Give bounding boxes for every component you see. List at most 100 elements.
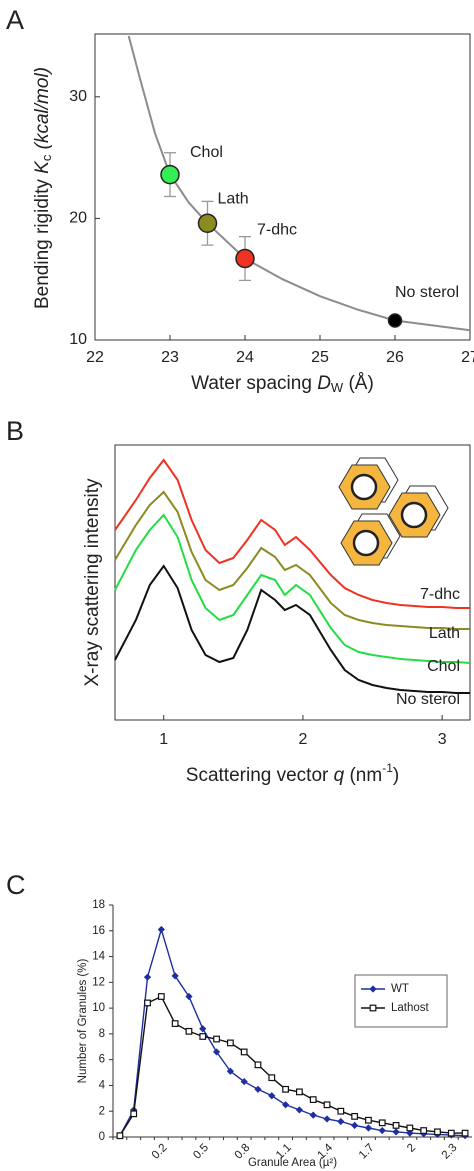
x-tick-label: 1.7 [357, 1142, 377, 1162]
axis-title-part: (nm [344, 765, 382, 786]
marker [351, 1121, 359, 1129]
x-tick-label: 27 [461, 349, 474, 366]
marker [296, 1088, 303, 1096]
y-tick-label: 0 [99, 1131, 105, 1143]
x-tick-label: 26 [386, 349, 404, 366]
marker [157, 925, 165, 934]
plot-frame [114, 444, 471, 721]
marker [365, 1116, 372, 1124]
marker [171, 972, 179, 980]
legend-label: WT [391, 983, 409, 995]
axis-title: Scattering vector q (nm-1) [186, 761, 399, 786]
marker [157, 993, 165, 1000]
point-label: No sterol [395, 284, 459, 301]
y-tick-label: 2 [99, 1105, 105, 1117]
marker [364, 1124, 373, 1132]
marker [268, 1092, 276, 1100]
marker [295, 1106, 304, 1114]
y-tick-label: 10 [92, 1002, 105, 1014]
x-tick-label: 2.3 [440, 1142, 460, 1162]
y-tick-label: 20 [69, 210, 87, 227]
x-tick-label: 25 [311, 349, 329, 366]
marker [369, 985, 377, 993]
marker [254, 1085, 262, 1093]
marker [378, 1126, 386, 1135]
axis-title-part: ) [393, 765, 399, 786]
y-tick-label: 6 [99, 1054, 105, 1066]
series-label: No sterol [396, 691, 460, 708]
point [197, 213, 218, 234]
marker [434, 1128, 441, 1136]
axis-title-part: q [334, 765, 345, 786]
axis-title: Granule Area (µ²) [248, 1157, 337, 1169]
legend: WT Lathost [354, 974, 448, 1028]
axis-title: Water spacing DW (Å) [191, 373, 374, 395]
x-tick-label: 2 [298, 731, 307, 748]
axis-title-part: Bending rigidity [32, 174, 53, 309]
marker [144, 999, 151, 1007]
x-tick-label: 0.5 [191, 1142, 211, 1162]
marker [323, 1115, 331, 1123]
marker [185, 992, 193, 1001]
y-tick-label: 18 [92, 899, 105, 911]
marker [185, 1027, 193, 1035]
series-label: Chol [427, 658, 460, 675]
axis-title: Number of Granules (%) [77, 959, 89, 1084]
marker [447, 1129, 455, 1137]
x-tick-label: 24 [236, 349, 254, 366]
axis-title-part: (kcal/mol) [32, 67, 53, 155]
marker [282, 1085, 289, 1093]
legend-label: Lathost [391, 1002, 430, 1014]
inset-illustration [338, 457, 449, 566]
marker [199, 1033, 207, 1040]
x-tick-label: 22 [86, 349, 104, 366]
x-tick-label: 2 [405, 1142, 418, 1155]
x-tick-label: 1 [159, 731, 168, 748]
axis-title: X-ray scattering intensity [82, 478, 103, 687]
marker [406, 1124, 414, 1132]
marker [226, 1067, 234, 1075]
y-tick-label: 4 [99, 1079, 106, 1091]
marker [268, 1074, 276, 1082]
plot-frame [94, 33, 471, 341]
marker [369, 1004, 377, 1012]
series-label: 7-dhc [420, 586, 460, 603]
marker [116, 1132, 124, 1140]
y-tick-label: 10 [69, 331, 87, 348]
series-line [119, 927, 466, 1137]
marker [254, 1061, 262, 1069]
axis-title-part: Water spacing [191, 373, 317, 394]
panel-label: B [6, 416, 24, 446]
axis-title-part: K [32, 160, 53, 174]
point-label: Chol [190, 144, 223, 161]
y-tick-label: 8 [99, 1028, 105, 1040]
y-tick-label: 14 [92, 951, 105, 963]
marker [378, 1119, 386, 1127]
legend-frame [354, 974, 448, 1028]
marker [392, 1128, 400, 1136]
marker [213, 1035, 220, 1043]
marker [351, 1112, 359, 1120]
marker [212, 1048, 221, 1056]
marker [337, 1117, 345, 1126]
x-tick-label: 0.2 [150, 1142, 170, 1162]
axis-title-part: D [317, 373, 331, 394]
marker [392, 1121, 400, 1129]
y-tick-label: 16 [92, 925, 105, 937]
marker [420, 1127, 428, 1134]
series-line [114, 458, 470, 609]
point-label: Lath [218, 190, 249, 207]
marker [199, 1025, 207, 1033]
point-label: 7-dhc [257, 222, 297, 239]
series-line [114, 490, 470, 630]
axis-title-part: c [39, 154, 54, 161]
axis-title-part: W [331, 380, 344, 395]
marker [240, 1048, 248, 1056]
axis-title-part: Scattering vector [186, 765, 334, 786]
point [160, 164, 180, 185]
panel-label: C [6, 870, 26, 900]
axis-title: Bending rigidity Kc (kcal/mol) [32, 67, 54, 309]
marker [226, 1039, 234, 1047]
marker [281, 1101, 290, 1109]
marker [309, 1096, 317, 1104]
